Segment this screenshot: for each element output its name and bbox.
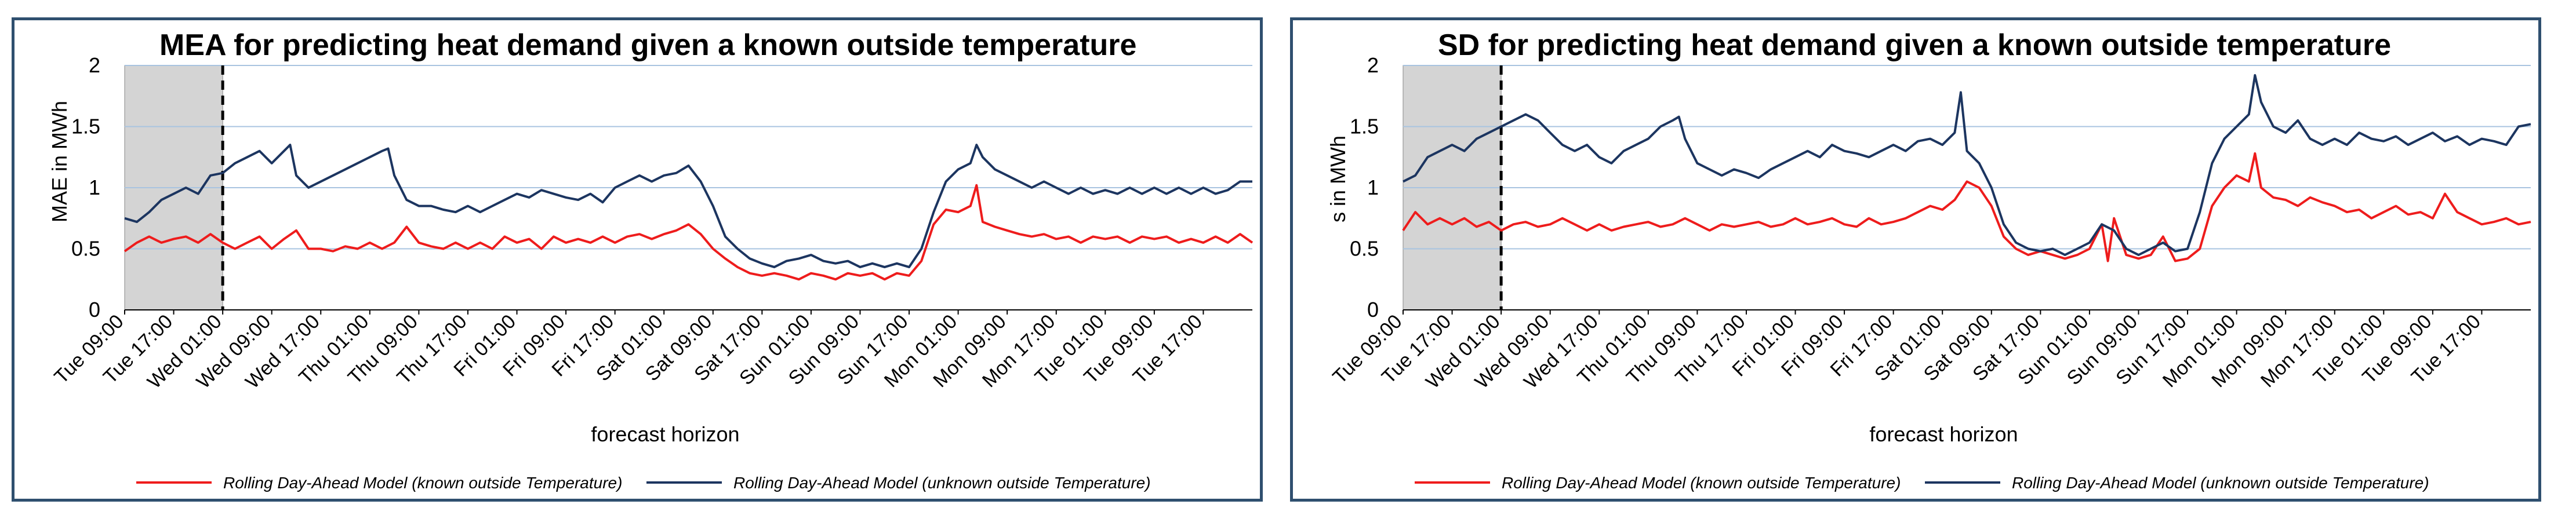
- chart0-legend-label: Rolling Day-Ahead Model (known outside T…: [223, 474, 622, 492]
- sd-chart: SD for predicting heat demand given a kn…: [1326, 28, 2531, 492]
- chart1-legend-label: Rolling Day-Ahead Model (known outside T…: [1502, 474, 1901, 492]
- sd-chart-panel: SD for predicting heat demand given a kn…: [1290, 17, 2541, 502]
- chart0-y-tick-label: 1.5: [71, 115, 100, 138]
- chart0-series-unknown-temperature-line: [124, 144, 1252, 269]
- chart0-y-tick-label: 2: [89, 53, 100, 77]
- chart0-legend-label: Rolling Day-Ahead Model (unknown outside…: [733, 474, 1151, 492]
- chart0-y-tick-label: 0.5: [71, 237, 100, 261]
- chart1-x-axis-title: forecast horizon: [1869, 422, 2018, 446]
- chart1-y-tick-label: 2: [1367, 53, 1379, 77]
- mae-chart: MEA for predicting heat demand given a k…: [48, 28, 1254, 492]
- chart1-y-tick-label: 1: [1367, 176, 1379, 199]
- chart1-legend-label: Rolling Day-Ahead Model (unknown outside…: [2012, 474, 2429, 492]
- chart1-series-known-temperature-line: [1402, 152, 2531, 262]
- chart0-x-axis-title: forecast horizon: [591, 422, 739, 446]
- chart0-y-axis-title: MAE in MWh: [48, 101, 71, 222]
- mae-chart-panel: MEA for predicting heat demand given a k…: [12, 17, 1263, 502]
- chart1-y-tick-label: 0: [1367, 298, 1379, 321]
- chart1-title: SD for predicting heat demand given a kn…: [1438, 28, 2391, 62]
- chart1-series-unknown-temperature-line: [1403, 74, 2531, 257]
- chart0-y-tick-label: 0: [89, 298, 100, 321]
- chart0-title: MEA for predicting heat demand given a k…: [159, 28, 1136, 62]
- chart0-series-known-temperature-line: [123, 184, 1254, 281]
- chart1-y-axis-title: s in MWh: [1326, 136, 1350, 222]
- chart0-y-tick-label: 1: [89, 176, 100, 199]
- chart1-y-tick-label: 0.5: [1350, 237, 1379, 261]
- chart1-y-tick-label: 1.5: [1350, 115, 1379, 138]
